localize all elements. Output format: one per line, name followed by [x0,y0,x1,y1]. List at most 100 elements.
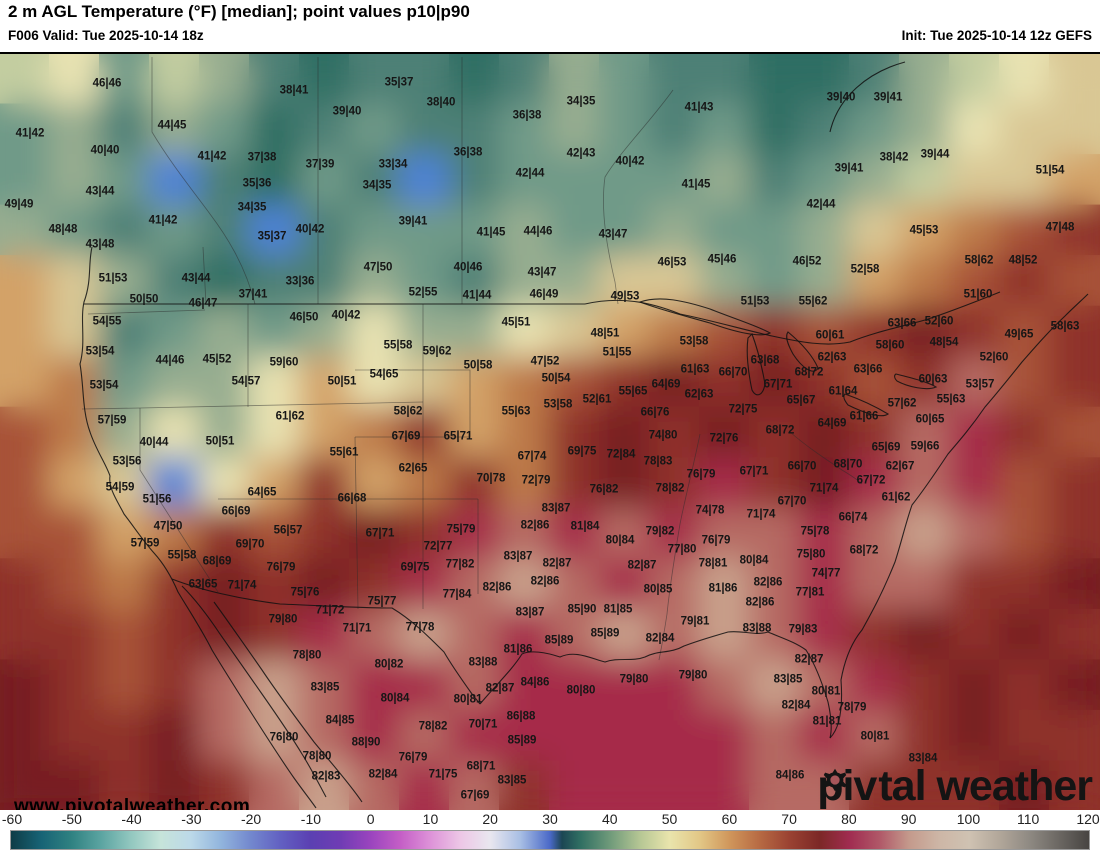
point-value: 52|60 [924,315,954,328]
point-value: 33|36 [285,275,315,288]
point-value: 83|85 [773,673,803,686]
logo-text-post: tal weather [878,762,1093,810]
point-value: 41|44 [462,289,492,302]
point-value: 47|48 [1045,221,1075,234]
point-value: 69|75 [400,561,430,574]
point-value: 67|71 [365,527,395,540]
point-value: 84|86 [775,769,805,782]
point-value: 85|89 [544,634,574,647]
point-value: 72|79 [521,474,551,487]
point-value: 44|46 [523,225,553,238]
point-value: 72|75 [728,403,758,416]
point-value: 77|82 [445,558,475,571]
point-value: 78|83 [643,455,673,468]
point-value: 82|84 [368,768,398,781]
point-value: 59|62 [422,345,452,358]
point-value: 61|62 [275,410,305,423]
point-value: 68|71 [466,760,496,773]
point-value: 55|58 [383,339,413,352]
point-value: 80|81 [811,685,841,698]
point-value: 41|42 [197,150,227,163]
point-value: 52|58 [850,263,880,276]
point-value: 66|68 [337,492,367,505]
colorbar-tick: -40 [121,811,142,827]
point-value: 61|62 [881,491,911,504]
point-value: 54|59 [105,481,135,494]
point-value: 51|56 [142,493,172,506]
point-value: 71|74 [746,508,776,521]
point-value: 72|77 [423,540,453,553]
watermark-url: www.pivotalweather.com [14,796,251,810]
point-value: 67|72 [856,474,886,487]
point-value: 83|87 [515,606,545,619]
colorbar-tick: 70 [781,811,797,827]
point-value: 88|90 [351,736,381,749]
point-value: 41|45 [476,226,506,239]
point-value: 39|40 [332,105,362,118]
colorbar-tick: 40 [602,811,618,827]
point-value: 51|55 [602,346,632,359]
point-value: 85|89 [507,734,537,747]
point-value: 52|61 [582,393,612,406]
point-value: 67|71 [763,378,793,391]
point-value: 82|83 [311,770,341,783]
point-value: 39|40 [826,91,856,104]
point-value: 85|90 [567,603,597,616]
point-value: 55|61 [329,446,359,459]
point-value: 68|72 [849,544,879,557]
point-value: 36|38 [453,146,483,159]
point-value: 58|62 [393,405,423,418]
point-value: 74|80 [648,429,678,442]
colorbar-tick: -20 [240,811,262,827]
colorbar-tick: 100 [956,811,981,827]
point-value: 41|45 [681,178,711,191]
point-value: 63|66 [887,317,917,330]
point-value: 58|60 [875,339,905,352]
point-value: 84|85 [325,714,355,727]
point-value: 47|50 [363,261,393,274]
point-value: 54|57 [231,375,261,388]
point-value: 84|86 [520,676,550,689]
colorbar-tick: 90 [900,811,917,827]
colorbar-legend: -60 -50 -40 -30 -20 -10 0 10 20 30 40 50 60 70 80 90 100… [0,810,1100,850]
point-value: 50|51 [327,375,357,388]
point-value: 46|46 [92,77,122,90]
point-value: 82|84 [781,699,811,712]
point-value: 80|80 [566,684,596,697]
point-value: 39|44 [920,148,950,161]
pivotal-weather-logo: piv tal weather [817,762,1093,810]
map-title: 2 m AGL Temperature (°F) [median]; point… [8,2,470,21]
point-value: 80|82 [374,658,404,671]
point-value: 68|70 [833,458,863,471]
point-value: 48|54 [929,336,959,349]
point-value: 55|62 [798,295,828,308]
point-value: 83|88 [468,656,498,669]
point-value: 42|44 [515,167,545,180]
point-value: 53|56 [112,455,142,468]
point-value: 46|53 [657,256,687,269]
point-value: 66|69 [221,505,251,518]
point-value: 67|74 [517,450,547,463]
point-value: 52|60 [979,351,1009,364]
point-value: 83|85 [497,774,527,787]
point-value: 62|63 [684,388,714,401]
point-value: 75|78 [800,525,830,538]
point-value: 85|89 [590,627,620,640]
point-value: 64|69 [651,378,681,391]
point-value: 77|80 [667,543,697,556]
colorbar-tick: 0 [366,811,375,827]
point-value: 62|63 [817,351,847,364]
point-value: 82|87 [794,653,824,666]
colorbar-tick: 60 [721,811,738,827]
point-value: 52|55 [408,286,438,299]
point-value: 57|59 [130,537,160,550]
colorbar-tick: -30 [181,811,202,827]
point-value: 81|85 [603,603,633,616]
point-value: 47|52 [530,355,560,368]
colorbar-tick: 80 [841,811,857,827]
point-value: 70|78 [476,472,506,485]
point-value: 34|35 [362,179,392,192]
point-value: 83|88 [742,622,772,635]
point-value: 61|63 [680,363,710,376]
temperature-field [0,54,1100,810]
